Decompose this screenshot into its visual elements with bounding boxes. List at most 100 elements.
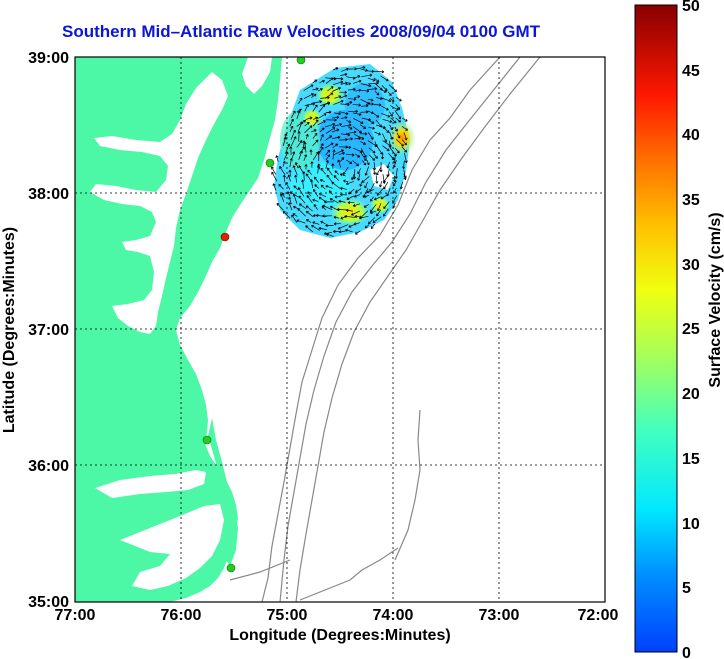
velocity-vector	[382, 145, 390, 152]
velocity-vector	[313, 176, 319, 183]
velocity-vector	[296, 108, 302, 113]
velocity-vector	[376, 209, 382, 217]
velocity-vector	[399, 181, 403, 190]
velocity-vector	[332, 80, 344, 86]
velocity-vector	[370, 223, 376, 230]
velocity-vector	[304, 121, 310, 127]
velocity-vector	[288, 169, 292, 176]
velocity-vector	[363, 204, 369, 208]
velocity-vector	[357, 168, 361, 175]
station-marker	[296, 57, 306, 65]
velocity-vector	[334, 77, 344, 81]
velocity-vector	[352, 169, 357, 180]
velocity-vector	[394, 147, 400, 154]
velocity-vector	[299, 146, 305, 155]
velocity-vector	[403, 132, 408, 141]
velocity-vector	[340, 72, 348, 77]
y-tick-label: 39:00	[28, 50, 69, 67]
colorbar-tick-label: 35	[682, 192, 700, 209]
velocity-vector	[339, 90, 347, 94]
colorbar-tick-label: 10	[682, 516, 700, 533]
velocity-vector	[317, 120, 326, 126]
velocity-vector	[373, 168, 377, 175]
velocity-vector	[345, 130, 357, 135]
velocity-vector	[305, 210, 314, 217]
velocity-vector	[334, 112, 341, 116]
velocity-vector	[320, 143, 324, 149]
velocity-vector	[279, 166, 286, 175]
y-tick-label: 36:00	[28, 458, 69, 475]
land-outer-banks	[208, 418, 238, 566]
velocity-vector	[383, 208, 389, 217]
velocity-vector	[360, 148, 367, 158]
velocity-vector	[305, 205, 313, 212]
velocity-vector	[303, 93, 314, 100]
station-marker	[202, 435, 212, 445]
velocity-vector	[352, 126, 362, 134]
velocity-vector	[383, 181, 389, 190]
velocity-vector	[402, 117, 408, 122]
velocity-vector	[347, 201, 355, 205]
velocity-vector	[333, 215, 340, 219]
velocity-vector	[324, 142, 334, 149]
velocity-gap	[370, 164, 394, 190]
y-axis: 39:00 38:00 37:00 36:00 35:00 Latitude (…	[1, 50, 69, 611]
velocity-vector	[309, 179, 314, 189]
velocity-vector	[353, 75, 361, 79]
velocity-vector	[332, 115, 340, 120]
velocity-vector	[373, 103, 382, 107]
velocity-vector	[332, 143, 339, 149]
velocity-vector	[366, 102, 374, 106]
map-title: Southern Mid–Atlantic Raw Velocities 200…	[62, 22, 541, 41]
velocity-vector	[346, 137, 353, 141]
colorbar-ticks: 50 45 40 35 30 25 20 15 10 5 0	[682, 0, 700, 659]
velocity-vector	[364, 166, 369, 176]
velocity-vector	[389, 124, 393, 131]
velocity-vector	[377, 203, 382, 212]
colorbar-label: Surface Velocity (cm/s)	[707, 212, 724, 387]
velocity-vector	[404, 152, 408, 164]
velocity-vector	[353, 222, 360, 226]
station-marker	[265, 158, 275, 168]
velocity-vector	[312, 198, 319, 202]
velocity-vector	[314, 184, 320, 189]
velocity-vector	[337, 159, 342, 168]
velocity-vector	[382, 126, 390, 133]
colorbar-tick-label: 40	[682, 127, 700, 144]
velocity-vector	[354, 95, 361, 99]
velocity-vector	[339, 173, 346, 177]
velocity-vector	[311, 129, 317, 133]
velocity-vector	[392, 160, 397, 168]
velocity-vector	[343, 179, 349, 183]
velocity-vector	[297, 121, 303, 132]
velocity-vector	[326, 233, 334, 237]
velocity-vector	[395, 96, 402, 102]
velocity-vector	[325, 110, 332, 114]
velocity-vector	[340, 116, 348, 120]
velocity-vector	[322, 214, 333, 218]
velocity-vector	[336, 207, 348, 212]
velocity-vector	[395, 104, 401, 110]
velocity-vector	[373, 113, 380, 118]
velocity-vector	[340, 81, 348, 85]
velocity-vector	[301, 179, 305, 189]
radar-stations	[202, 57, 306, 573]
velocity-vector	[306, 195, 313, 204]
velocity-vector	[303, 141, 307, 153]
velocity-vector	[368, 147, 376, 154]
velocity-vector	[305, 133, 309, 140]
velocity-vector	[394, 126, 398, 132]
velocity-vector	[333, 149, 344, 156]
velocity-vector	[312, 119, 319, 127]
velocity-vector	[325, 160, 329, 169]
velocity-vector	[317, 113, 327, 119]
velocity-vector	[368, 119, 375, 124]
velocity-vector	[366, 159, 370, 166]
velocity-vector	[389, 98, 395, 102]
velocity-vector	[317, 150, 321, 162]
velocity-vector	[305, 219, 312, 223]
velocity-vector	[346, 195, 354, 200]
y-tick-label: 37:00	[28, 322, 69, 339]
velocity-vector	[360, 132, 368, 136]
station-marker	[226, 563, 236, 573]
